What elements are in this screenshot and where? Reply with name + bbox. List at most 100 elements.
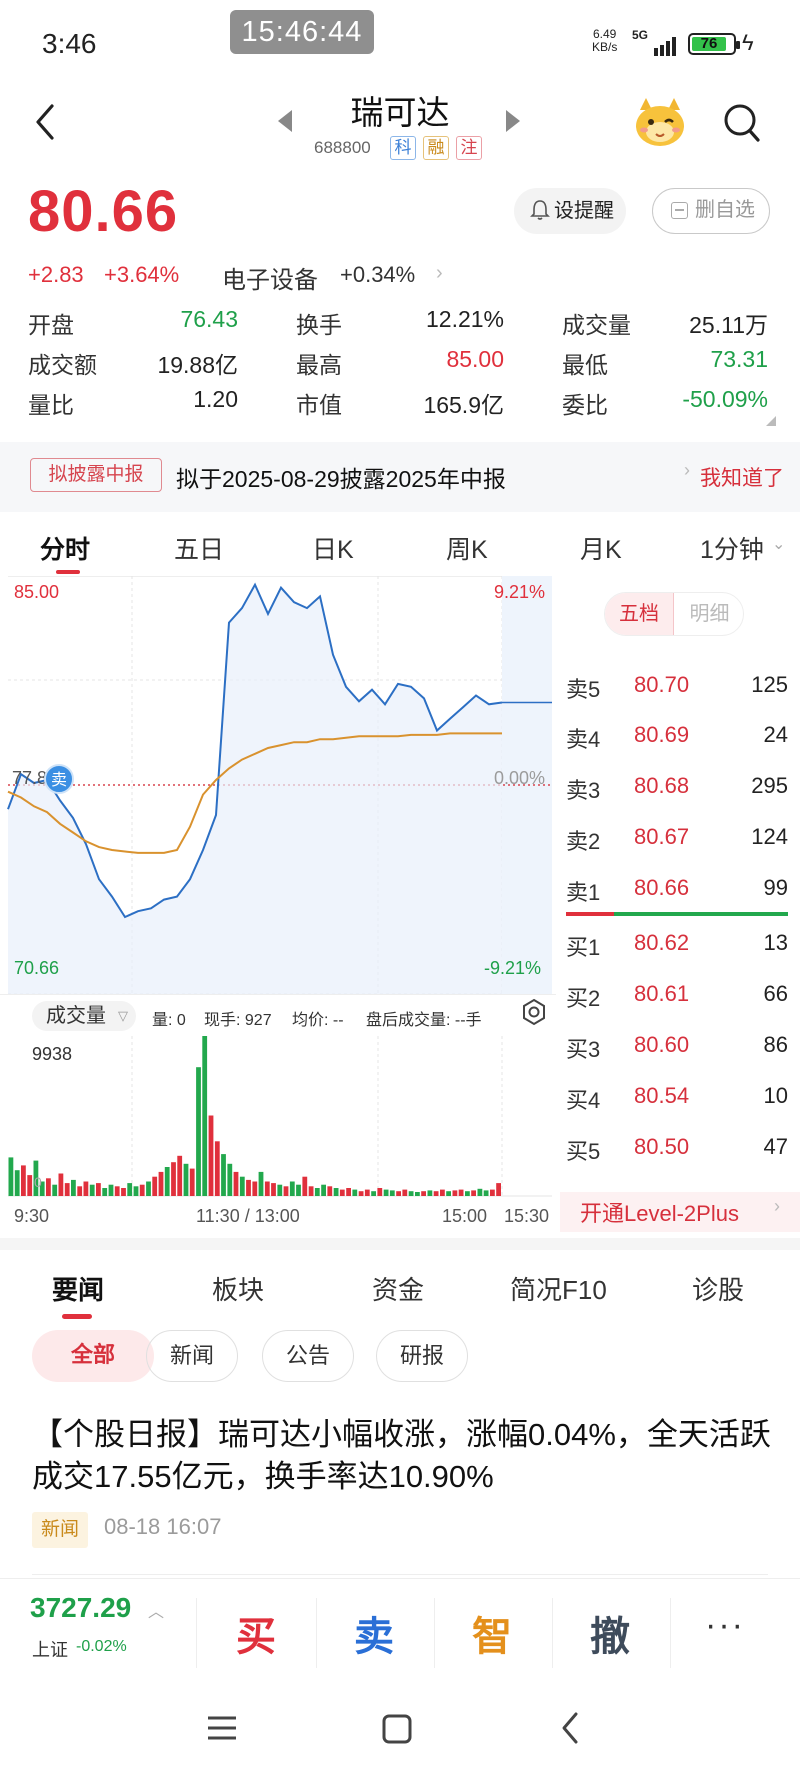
chevron-right-icon[interactable]: ›: [436, 262, 443, 284]
volume-bar: [202, 1036, 208, 1196]
volume-info: 量: 0: [152, 1012, 186, 1029]
pct-axis-low: -9.21%: [484, 958, 542, 978]
home-icon[interactable]: [382, 1714, 412, 1744]
bid-price[interactable]: 80.50: [634, 1134, 690, 1159]
bid-volume: 47: [763, 1134, 788, 1159]
price-axis-high: 85.00: [14, 582, 60, 602]
remove-watchlist-button[interactable]: 删自选: [652, 188, 770, 234]
smart-order-button[interactable]: 智: [472, 1615, 512, 1659]
bid-price[interactable]: 80.54: [634, 1083, 690, 1108]
bid-volume: 86: [763, 1032, 788, 1057]
volume-bar: [121, 1188, 126, 1196]
menu-icon[interactable]: [208, 1716, 236, 1740]
level2-upgrade-label[interactable]: 开通Level-2Plus: [580, 1201, 739, 1226]
level2-upgrade-banner[interactable]: [560, 1192, 800, 1232]
notice-ack-button[interactable]: 我知道了: [700, 467, 784, 490]
remove-watchlist-label: 删自选: [695, 199, 755, 221]
disclosure-notice[interactable]: [0, 442, 800, 512]
sell-marker-icon[interactable]: 卖: [44, 764, 74, 794]
news-source-tag: 新闻: [32, 1512, 88, 1548]
filter-chip-all[interactable]: 全部: [32, 1330, 154, 1382]
search-icon[interactable]: [722, 102, 762, 144]
volume-bar: [477, 1188, 483, 1196]
filter-chip-announcements[interactable]: 公告: [262, 1330, 354, 1382]
volume-bar: [96, 1183, 101, 1196]
net-speed-value: 6.49: [592, 27, 617, 41]
tab-five-levels[interactable]: 五档: [605, 593, 674, 635]
volume-bar: [402, 1189, 408, 1196]
volume-bar: [52, 1184, 58, 1196]
set-alert-button[interactable]: 设提醒: [514, 188, 626, 234]
set-alert-label: 设提醒: [554, 200, 614, 222]
bid-price[interactable]: 80.62: [634, 930, 690, 955]
volume-bar: [327, 1186, 333, 1196]
filter-chip-news[interactable]: 新闻: [146, 1330, 238, 1382]
news-headline[interactable]: 【个股日报】瑞可达小幅收涨，涨幅0.04%，全天活跃成交17.55亿元，换手率达…: [32, 1417, 771, 1494]
price-change-pct: +3.64%: [104, 262, 180, 287]
ask-price[interactable]: 80.69: [634, 722, 690, 747]
divider: [32, 1574, 768, 1575]
stat-label: 市值: [296, 392, 342, 418]
more-button[interactable]: ···: [705, 1606, 745, 1644]
chevron-down-icon[interactable]: ⌄: [772, 536, 786, 553]
ask-price[interactable]: 80.70: [634, 672, 690, 697]
volume-bar: [302, 1176, 308, 1196]
back-nav-icon[interactable]: [562, 1712, 578, 1744]
chevron-right-icon: ›: [684, 460, 690, 480]
sell-button[interactable]: 卖: [354, 1615, 394, 1659]
volume-bar: [346, 1188, 351, 1196]
expand-corner-icon[interactable]: [766, 416, 776, 426]
volume-bar: [177, 1155, 183, 1196]
ask-price[interactable]: 80.67: [634, 824, 690, 849]
sector-name[interactable]: 电子设备: [222, 267, 318, 294]
volume-bar: [258, 1171, 264, 1196]
intraday-chart[interactable]: [0, 576, 556, 1236]
bid-label: 买1: [566, 935, 601, 960]
volume-axis-max: 9938: [32, 1044, 73, 1064]
mascot-icon[interactable]: [632, 96, 688, 148]
cancel-order-button[interactable]: 撤: [590, 1615, 630, 1659]
volume-indicator-label: 成交量: [46, 1005, 106, 1027]
volume-bar: [296, 1184, 301, 1196]
bid-price[interactable]: 80.61: [634, 981, 690, 1006]
tab-tick-detail[interactable]: 明细: [689, 603, 730, 625]
volume-bar: [152, 1176, 158, 1196]
clock-overlay: 15:46:44: [230, 10, 374, 54]
volume-bar: [83, 1181, 89, 1196]
volume-bar: [289, 1181, 295, 1196]
tab-sector[interactable]: 板块: [212, 1275, 265, 1305]
bid-price[interactable]: 80.60: [634, 1032, 690, 1057]
filter-chip-research[interactable]: 研报: [376, 1330, 468, 1382]
chevron-up-icon[interactable]: ︿: [148, 1604, 165, 1621]
stat-value-open: 76.43: [180, 306, 238, 332]
index-change: -0.02%: [76, 1638, 127, 1655]
divider: [670, 1598, 671, 1668]
tab-weekly-k[interactable]: 周K: [446, 536, 488, 564]
volume-bar: [271, 1183, 276, 1196]
tab-key-news[interactable]: 要闻: [52, 1275, 105, 1305]
buy-button[interactable]: 买: [236, 1615, 276, 1659]
tab-five-day[interactable]: 五日: [174, 536, 225, 564]
settings-icon[interactable]: [520, 998, 548, 1026]
time-axis-close: 15:00: [442, 1206, 488, 1226]
index-value[interactable]: 3727.29: [30, 1592, 132, 1623]
volume-bar: [246, 1179, 251, 1196]
tab-intraday[interactable]: 分时: [40, 536, 91, 564]
tab-one-minute[interactable]: 1分钟: [700, 536, 764, 564]
tab-daily-k[interactable]: 日K: [312, 536, 354, 564]
volume-indicator-select[interactable]: 成交量 ▽: [32, 1001, 136, 1031]
signal-icon: [654, 37, 676, 56]
tag-star-market: 科: [390, 136, 416, 160]
tab-f10[interactable]: 简况F10: [510, 1275, 607, 1305]
back-button[interactable]: [28, 100, 68, 144]
tab-diagnosis[interactable]: 诊股: [692, 1275, 745, 1305]
divider: [552, 1598, 553, 1668]
tab-capital-flow[interactable]: 资金: [372, 1275, 425, 1305]
prev-stock-arrow-icon[interactable]: [278, 110, 292, 132]
ask-price[interactable]: 80.68: [634, 773, 690, 798]
ask-price[interactable]: 80.66: [634, 875, 690, 900]
sector-change[interactable]: +0.34%: [340, 262, 416, 287]
next-stock-arrow-icon[interactable]: [506, 110, 520, 132]
order-book-toggle[interactable]: 五档 明细: [604, 592, 744, 636]
tab-monthly-k[interactable]: 月K: [580, 536, 622, 564]
